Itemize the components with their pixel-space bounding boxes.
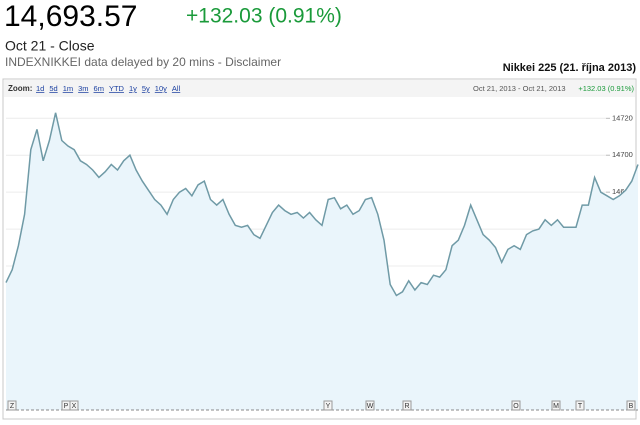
zoom-label: Zoom:	[8, 84, 32, 93]
zoom-range[interactable]: 10y	[155, 84, 167, 93]
zoom-range[interactable]: 5y	[142, 84, 150, 93]
zoom-range[interactable]: All	[172, 84, 181, 93]
event-flag[interactable]	[7, 400, 17, 411]
chart-caption: Nikkei 225 (21. října 2013)	[503, 62, 637, 74]
event-flag-label: O	[513, 403, 519, 410]
zoom-range[interactable]: 1m	[63, 84, 73, 93]
price: 14,693.57	[4, 0, 137, 33]
event-flag[interactable]	[323, 400, 333, 411]
event-flag[interactable]	[626, 400, 636, 411]
zoom-range[interactable]: 1d	[36, 84, 44, 93]
event-flag-label: T	[578, 403, 583, 410]
event-flag[interactable]	[511, 400, 521, 411]
y-tick-label: 14720	[612, 113, 633, 122]
event-flag-label: M	[553, 403, 559, 410]
zoom-range[interactable]: YTD	[109, 84, 125, 93]
area	[6, 112, 638, 411]
zoom-range[interactable]: 5d	[49, 84, 57, 93]
date-range: Oct 21, 2013 - Oct 21, 2013	[473, 84, 566, 93]
y-tick-label: 14700	[612, 150, 633, 159]
status: Oct 21 - Close	[5, 38, 95, 54]
y-tick-label: 14680	[612, 187, 633, 196]
event-flag[interactable]	[551, 400, 561, 411]
source: INDEXNIKKEI data delayed by 20 mins - Di…	[5, 55, 281, 69]
event-flag-label: W	[367, 403, 374, 410]
event-flag[interactable]	[365, 400, 375, 411]
zoom-range[interactable]: 1y	[129, 84, 137, 93]
zoom-range[interactable]: 3m	[78, 84, 88, 93]
zoom-range[interactable]: 6m	[94, 84, 104, 93]
price-line	[5, 112, 639, 297]
event-flag-label: R	[404, 403, 409, 410]
event-flag-label: X	[72, 403, 77, 410]
toolbar	[4, 80, 635, 97]
event-flag-label: Z	[10, 403, 15, 410]
event-flag-label: P	[64, 403, 69, 410]
event-flag-label: B	[629, 403, 634, 410]
event-flag[interactable]	[575, 400, 585, 411]
event-flag[interactable]	[402, 400, 412, 411]
price-change: +132.03 (0.91%)	[186, 5, 342, 28]
toolbar-change: +132.03 (0.91%)	[578, 84, 634, 93]
event-flag-label: Y	[326, 403, 331, 410]
event-flag[interactable]	[69, 400, 79, 411]
